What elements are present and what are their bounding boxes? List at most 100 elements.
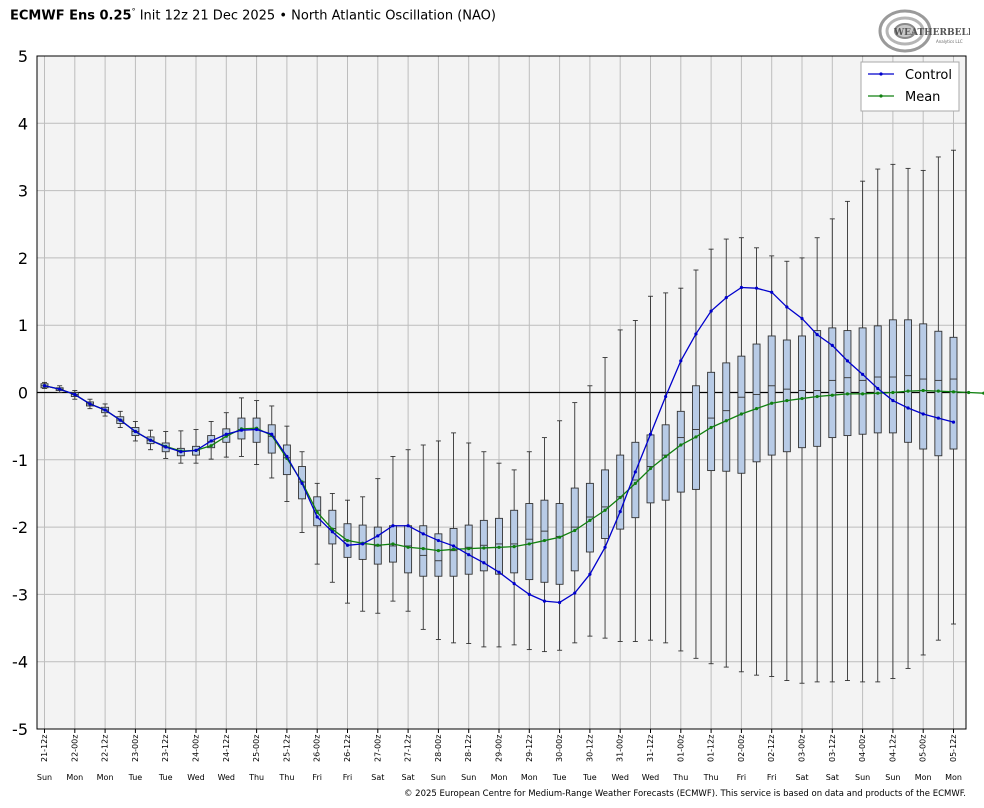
control-point <box>815 333 819 337</box>
mean-point <box>967 390 971 395</box>
x-day-label: Fri <box>343 773 353 782</box>
control-point <box>830 343 834 347</box>
y-tick-label: -5 <box>12 720 28 739</box>
mean-point <box>497 545 501 549</box>
x-tick-label: 29-12z <box>525 735 534 762</box>
control-point <box>512 582 516 586</box>
box-iqr <box>419 525 428 577</box>
mean-point <box>558 535 562 539</box>
x-day-label: Sun <box>885 773 900 782</box>
control-point <box>527 592 531 597</box>
box-iqr <box>919 323 928 450</box>
mean-point <box>209 444 213 448</box>
copyright-credit: © 2025 European Centre for Medium-Range … <box>403 789 966 799</box>
x-day-label: Wed <box>642 773 659 782</box>
mean-point <box>573 528 577 533</box>
y-tick-label: -1 <box>12 451 28 470</box>
box-iqr <box>585 482 594 553</box>
control-point <box>361 542 365 546</box>
control-point <box>558 600 562 605</box>
x-day-label: Sun <box>855 773 870 782</box>
init-time: Init 12z 21 Dec 2025 <box>139 8 276 24</box>
y-axis: 5 4 3 2 1 0 -1 -2 -3 -4 -5 <box>12 47 28 739</box>
x-tick-label: 31-00z <box>616 735 625 762</box>
control-point <box>891 398 895 403</box>
logo-text: WEATHERBELL <box>893 28 970 38</box>
x-tick-label: 22-00z <box>70 735 79 762</box>
mean-point <box>482 546 486 550</box>
box-iqr <box>616 454 625 530</box>
mean-point <box>345 538 350 543</box>
x-tick-label: 01-00z <box>676 735 685 762</box>
control-point <box>376 534 380 538</box>
mean-point <box>709 425 713 430</box>
control-point <box>148 438 153 442</box>
box-iqr <box>722 362 731 472</box>
box-iqr <box>843 330 852 437</box>
mean-point <box>770 401 774 405</box>
control-point <box>103 408 107 412</box>
mean-point <box>406 545 410 549</box>
control-point <box>179 450 183 454</box>
x-tick-label: 28-12z <box>464 735 473 762</box>
weatherbell-logo: WEATHERBELL Analytics LLC <box>878 9 970 53</box>
box-iqr <box>888 319 897 434</box>
mean-point <box>588 518 592 522</box>
mean-point <box>376 543 380 547</box>
mean-point <box>876 391 880 395</box>
x-day-label: Mon <box>66 773 83 782</box>
x-day-label: Tue <box>552 773 567 782</box>
chart-header: ECMWF Ens 0.25° Init 12z 21 Dec 2025 • N… <box>10 7 496 23</box>
control-point <box>391 524 395 528</box>
mean-point <box>512 545 516 549</box>
box-iqr <box>525 503 534 581</box>
control-point <box>588 572 592 576</box>
legend-mean-label: Mean <box>905 90 940 105</box>
y-tick-label: 3 <box>18 182 28 201</box>
control-point <box>694 332 698 336</box>
mean-point <box>830 393 834 397</box>
x-tick-label: 26-12z <box>343 735 352 762</box>
mean-point <box>391 542 395 546</box>
x-day-label: Mon <box>491 773 508 782</box>
x-day-label: Thu <box>278 773 294 782</box>
control-point <box>239 428 244 432</box>
legend: Control Mean <box>860 61 960 112</box>
logo-swirl-inner <box>894 23 916 39</box>
box-iqr <box>904 319 912 443</box>
mean-point <box>467 547 471 551</box>
mean-point <box>436 549 440 553</box>
control-point <box>164 445 168 449</box>
x-tick-label: 05-00z <box>919 735 928 762</box>
mean-point <box>936 389 940 393</box>
mean-point <box>421 547 425 551</box>
control-point <box>285 454 289 459</box>
control-point <box>906 406 910 410</box>
control-point <box>633 470 637 474</box>
x-axis: 21-12z Sun 22-00z Mon 22-12z Mon 23-00z Tue 23-1… <box>37 729 962 782</box>
mean-point <box>724 419 728 423</box>
control-point <box>845 359 850 363</box>
box-iqr <box>934 330 943 457</box>
control-point <box>648 432 653 436</box>
x-tick-label: 03-00z <box>798 735 807 762</box>
control-point <box>664 394 668 399</box>
box-iqr <box>510 509 519 574</box>
mean-point <box>648 466 653 471</box>
box-iqr <box>449 527 458 577</box>
x-tick-label: 01-12z <box>707 735 716 762</box>
x-tick-label: 05-12z <box>949 735 958 762</box>
box-iqr <box>767 335 776 456</box>
mean-point <box>633 481 637 485</box>
legend-control-label: Control <box>905 68 952 83</box>
mean-point <box>542 538 547 543</box>
mean-point <box>754 407 759 411</box>
mean-point <box>921 388 925 393</box>
x-day-label: Mon <box>915 773 932 782</box>
y-tick-label: -3 <box>12 585 28 604</box>
x-day-label: Fri <box>767 773 777 782</box>
control-point <box>618 510 622 514</box>
control-point <box>345 543 350 547</box>
box-iqr <box>661 424 670 501</box>
